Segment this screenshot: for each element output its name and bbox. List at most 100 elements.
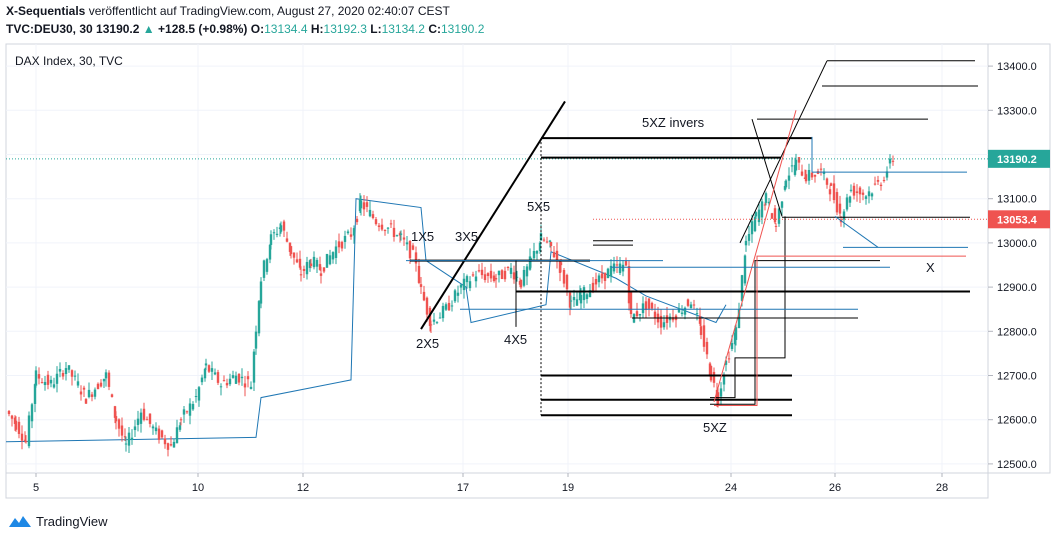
candle-body xyxy=(114,416,118,422)
candle-body xyxy=(873,183,877,185)
candle-body xyxy=(49,379,53,384)
candle-body xyxy=(790,165,794,167)
candle-body xyxy=(414,252,418,264)
candle-body xyxy=(529,258,533,260)
candle-body xyxy=(497,270,501,276)
candle-body xyxy=(503,270,507,280)
candle-body xyxy=(683,307,687,315)
candle-body xyxy=(800,171,804,176)
brand-name[interactable]: TradingView xyxy=(36,513,108,529)
candle-body xyxy=(680,312,684,314)
open-label: O: xyxy=(250,22,265,36)
candle-body xyxy=(380,224,384,230)
candle-body xyxy=(197,387,201,401)
candle-body xyxy=(722,376,726,385)
candle-body xyxy=(96,383,100,390)
candle-body xyxy=(677,308,681,313)
candle-body xyxy=(259,281,263,304)
candle-body xyxy=(852,185,856,196)
candle-body xyxy=(568,292,572,308)
high-value: 13192.3 xyxy=(323,22,367,36)
y-tick-label: 13000.0 xyxy=(997,238,1037,250)
candle-body xyxy=(58,368,62,372)
candle-body xyxy=(794,159,798,171)
candle-body xyxy=(419,284,423,287)
candle-body xyxy=(389,223,393,225)
candle-body xyxy=(349,234,353,237)
candle-body xyxy=(494,277,498,280)
candle-body xyxy=(653,311,657,319)
candle-body xyxy=(428,307,432,326)
candle-body xyxy=(34,370,38,386)
candle-body xyxy=(142,408,146,420)
candle-body xyxy=(160,430,164,438)
candle-body xyxy=(359,200,363,209)
candle-body xyxy=(609,265,613,277)
red-trend-line xyxy=(713,110,797,403)
publisher-name[interactable]: X-Sequentials xyxy=(6,4,86,18)
candle-body xyxy=(644,301,648,311)
candle-body xyxy=(603,272,607,281)
candle-body xyxy=(395,235,399,237)
candle-body xyxy=(172,441,176,448)
candle-body xyxy=(67,365,71,370)
x-tick-label: 17 xyxy=(457,482,469,494)
candle-body xyxy=(249,386,253,389)
candle-body xyxy=(175,427,179,444)
candle-body xyxy=(272,232,276,234)
candle-body xyxy=(312,256,316,268)
candle-body xyxy=(539,233,543,241)
candle-body xyxy=(422,291,426,301)
candle-body xyxy=(760,201,764,218)
candle-body xyxy=(780,201,784,208)
candle-body xyxy=(154,427,158,432)
candle-body xyxy=(399,233,403,235)
candle-body xyxy=(716,392,720,405)
candle-body xyxy=(377,225,381,227)
candle-body xyxy=(891,160,895,162)
candle-body xyxy=(438,317,442,319)
candle-body xyxy=(169,444,173,446)
x-tick-label: 12 xyxy=(297,482,309,494)
candle-body xyxy=(549,242,553,246)
x-tick-label: 19 xyxy=(562,482,574,494)
candle-body xyxy=(139,412,143,424)
candle-body xyxy=(506,266,510,268)
candle-body xyxy=(383,230,387,232)
candle-body xyxy=(123,436,127,438)
price-change: +128.5 (+0.98%) xyxy=(158,22,248,36)
symbol-label[interactable]: TVC:DEU30, 30 xyxy=(6,22,93,36)
candle-body xyxy=(572,296,576,301)
candle-body xyxy=(319,273,323,276)
candle-body xyxy=(282,221,286,231)
chart-header-line-1: X-Sequentials veröffentlicht auf Trading… xyxy=(6,4,450,18)
candle-body xyxy=(627,266,631,304)
candle-body xyxy=(552,252,556,258)
candle-body xyxy=(37,374,41,379)
candle-body xyxy=(835,192,839,213)
high-label: H: xyxy=(310,22,324,36)
candle-body xyxy=(450,305,454,307)
candle-body xyxy=(352,228,356,236)
candle-body xyxy=(315,259,319,267)
candle-body xyxy=(763,204,767,206)
candle-body xyxy=(641,303,645,314)
annotation-label: 5XZ xyxy=(703,420,727,435)
candle-body xyxy=(269,234,273,245)
candle-body xyxy=(737,309,741,329)
tradingview-logo-icon[interactable] xyxy=(8,513,32,529)
candle-body xyxy=(813,174,817,177)
candle-body xyxy=(191,403,195,410)
x-tick-label: 28 xyxy=(936,482,948,494)
annotation-label: 2X5 xyxy=(416,336,439,351)
candle-body xyxy=(858,187,862,195)
price-label: 13190.2 xyxy=(997,154,1037,166)
candle-body xyxy=(408,240,412,259)
candle-body xyxy=(650,302,654,309)
candle-body xyxy=(774,225,778,227)
footer: TradingView xyxy=(8,513,108,529)
candle-body xyxy=(145,419,149,421)
y-tick-label: 12800.0 xyxy=(997,326,1037,338)
y-tick-label: 12900.0 xyxy=(997,282,1037,294)
